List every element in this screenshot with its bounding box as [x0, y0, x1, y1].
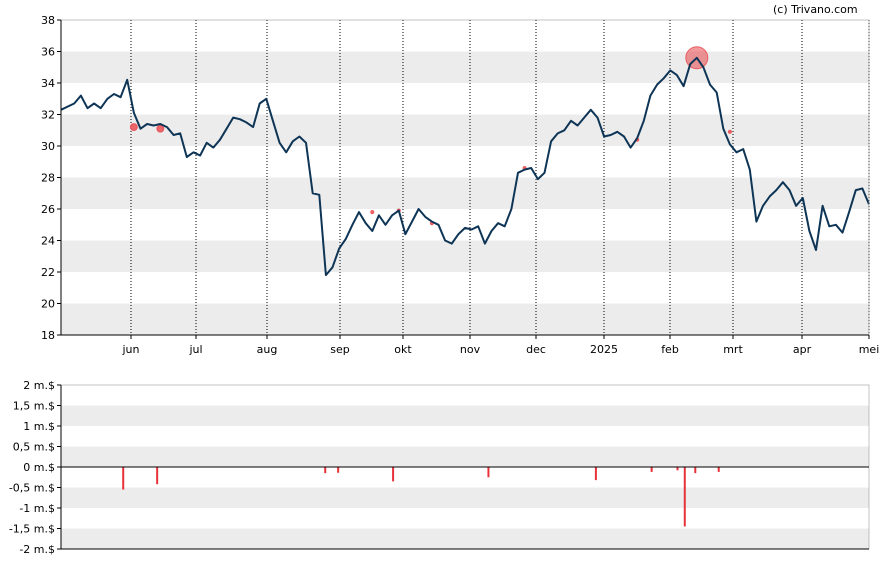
price-y-tick-label: 22	[41, 266, 55, 279]
volume-band	[61, 446, 869, 467]
price-y-tick-label: 36	[41, 46, 55, 59]
price-y-tick-label: 20	[41, 298, 55, 311]
month-tick-label: dec	[526, 343, 546, 356]
price-y-tick-label: 34	[41, 77, 55, 90]
price-band	[61, 240, 869, 272]
volume-bar	[156, 467, 159, 485]
month-tick-label: feb	[661, 343, 679, 356]
volume-bar	[392, 467, 395, 482]
volume-bar	[324, 467, 327, 474]
volume-bar	[487, 467, 490, 478]
volume-bar	[694, 467, 697, 474]
month-tick-labels: jun jul aug sep okt nov dec 2025 feb mrt apr mei	[122, 335, 880, 356]
price-y-tick-label: 24	[41, 235, 55, 248]
volume-y-tick-label: -1,5 m.$	[9, 523, 55, 536]
trade-bubble	[370, 210, 375, 215]
volume-bar	[337, 467, 340, 473]
volume-y-tick-label: 2 m.$	[23, 379, 55, 392]
month-tick-label: nov	[460, 343, 481, 356]
trade-bubble	[727, 129, 733, 134]
volume-bars	[122, 467, 720, 527]
volume-y-tick-label: -1 m.$	[19, 502, 55, 515]
price-y-tick-labels: 18 20 22 24 26 28 30 32 34 36 38	[41, 14, 61, 342]
month-tick-label: 2025	[590, 343, 618, 356]
volume-y-tick-label: -0,5 m.$	[9, 482, 55, 495]
price-band	[61, 303, 869, 335]
volume-y-tick-labels: -2 m.$ -1,5 m.$ -1 m.$ -0,5 m.$ 0 m.$ 0,5 m.$…	[9, 379, 61, 556]
price-y-tick-label: 30	[41, 140, 55, 153]
volume-bar	[683, 467, 686, 527]
month-tick-label: aug	[257, 343, 278, 356]
trade-bubble	[156, 124, 165, 133]
price-band	[61, 177, 869, 209]
price-y-tick-label: 38	[41, 14, 55, 27]
price-y-tick-label: 28	[41, 172, 55, 185]
price-y-tick-label: 26	[41, 203, 55, 216]
volume-y-tick-label: 0 m.$	[23, 461, 55, 474]
month-tick-label: okt	[394, 343, 412, 356]
price-chart-bands	[61, 51, 869, 335]
volume-chart-bands	[61, 405, 869, 549]
volume-bar	[650, 467, 653, 472]
volume-bar	[676, 467, 679, 471]
price-series-line	[60, 56, 870, 277]
volume-bar	[122, 467, 125, 490]
volume-band	[61, 405, 869, 426]
month-tick-label: jun	[122, 343, 140, 356]
volume-bar	[717, 467, 720, 472]
month-tick-label: apr	[793, 343, 812, 356]
volume-bar	[594, 467, 597, 481]
chart-axes	[60, 19, 870, 550]
month-tick-label: sep	[330, 343, 349, 356]
month-tick-label: mrt	[723, 343, 743, 356]
trade-bubble	[129, 123, 138, 132]
price-band	[61, 51, 869, 83]
volume-band	[61, 487, 869, 508]
month-tick-label: mei	[859, 343, 880, 356]
price-y-tick-label: 18	[41, 329, 55, 342]
month-tick-label: jul	[188, 343, 202, 356]
volume-band	[61, 528, 869, 549]
price-y-tick-label: 32	[41, 109, 55, 122]
volume-y-tick-label: 0,5 m.$	[13, 441, 55, 454]
volume-y-tick-label: -2 m.$	[19, 543, 55, 556]
volume-y-tick-label: 1,5 m.$	[13, 400, 55, 413]
volume-y-tick-label: 1 m.$	[23, 420, 55, 433]
copyright-label: (c) Trivano.com	[773, 3, 858, 16]
